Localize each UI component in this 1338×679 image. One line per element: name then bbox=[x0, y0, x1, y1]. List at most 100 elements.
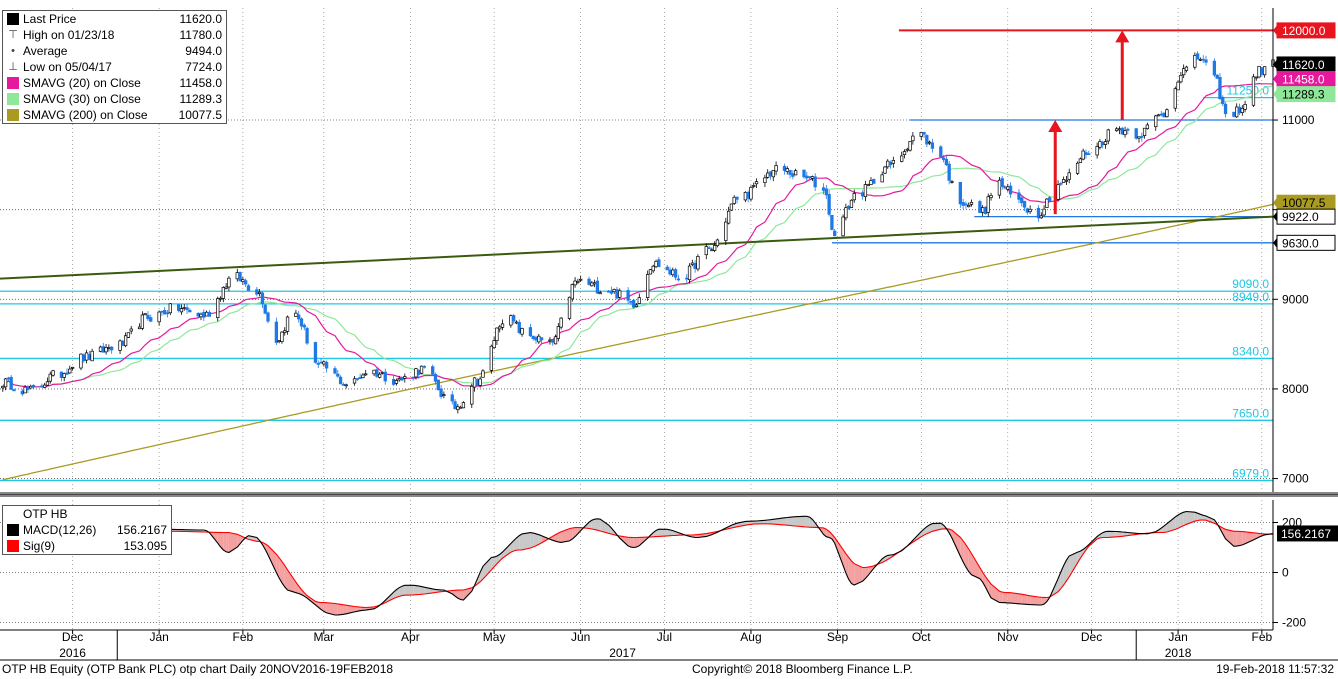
macd-fill bbox=[845, 553, 849, 580]
candle bbox=[1195, 53, 1200, 60]
macd-fill bbox=[963, 540, 966, 568]
candle bbox=[676, 278, 681, 281]
candle bbox=[1237, 106, 1242, 114]
candle bbox=[788, 170, 792, 175]
candle bbox=[489, 345, 493, 371]
candle bbox=[1106, 129, 1110, 142]
month-label: Feb bbox=[233, 630, 254, 644]
macd-fill bbox=[776, 517, 785, 525]
candle bbox=[1235, 106, 1239, 118]
candle bbox=[961, 202, 965, 206]
macd-fill bbox=[1197, 513, 1201, 521]
macd-fill bbox=[533, 533, 536, 547]
candle bbox=[160, 310, 164, 313]
candle bbox=[355, 378, 359, 380]
candle bbox=[863, 184, 868, 198]
candle bbox=[969, 202, 974, 205]
candle bbox=[79, 353, 83, 369]
macd-fill bbox=[951, 530, 961, 557]
macd-fill bbox=[457, 590, 461, 600]
macd-fill bbox=[750, 521, 754, 525]
candle bbox=[598, 292, 602, 295]
candle bbox=[202, 312, 206, 318]
macd-legend-entry: MACD(12,26) 156.2167 bbox=[3, 522, 171, 538]
candle bbox=[668, 269, 672, 275]
candle bbox=[606, 290, 611, 293]
level-label: 6979.0 bbox=[1232, 466, 1269, 480]
candle bbox=[595, 280, 600, 294]
candle bbox=[883, 166, 887, 174]
macd-fill bbox=[463, 587, 472, 600]
macd-fill bbox=[569, 527, 573, 541]
candle bbox=[807, 176, 812, 178]
candle bbox=[204, 311, 209, 317]
candle bbox=[685, 277, 689, 280]
macd-fill bbox=[1122, 531, 1126, 537]
candle bbox=[1120, 127, 1124, 135]
macd-fill bbox=[298, 585, 302, 595]
legend-swatch-icon: ⊤ bbox=[8, 29, 18, 41]
macd-fill bbox=[315, 601, 319, 608]
macd-fill bbox=[1253, 532, 1257, 540]
macd-fill bbox=[887, 555, 891, 560]
candle bbox=[227, 277, 231, 288]
signal-line bbox=[2, 519, 1274, 609]
candle bbox=[294, 312, 298, 317]
candle bbox=[1098, 141, 1102, 148]
macd-fill bbox=[1027, 595, 1031, 605]
candle bbox=[768, 171, 773, 177]
macd-fill bbox=[636, 537, 640, 548]
candle bbox=[941, 157, 946, 160]
candle bbox=[654, 261, 658, 268]
macd-fill bbox=[452, 590, 456, 597]
candle bbox=[771, 169, 775, 178]
candle bbox=[1198, 58, 1203, 61]
candle bbox=[257, 291, 262, 294]
candle bbox=[514, 321, 519, 324]
macd-fill bbox=[538, 534, 542, 545]
macd-fill bbox=[1206, 516, 1215, 524]
price-axis-label-pointer bbox=[1273, 211, 1277, 222]
macd-last-label-box bbox=[1277, 525, 1338, 542]
candle bbox=[612, 289, 616, 292]
macd-fill bbox=[399, 586, 402, 597]
macd-fill bbox=[321, 602, 324, 612]
candle bbox=[322, 361, 326, 365]
price-axis-label-text: 11458.0 bbox=[1282, 72, 1325, 86]
candle bbox=[766, 172, 770, 178]
candle bbox=[911, 135, 915, 142]
macd-fill bbox=[968, 548, 972, 575]
macd-fill bbox=[600, 519, 609, 534]
macd-fill bbox=[1021, 594, 1025, 605]
candle bbox=[950, 181, 954, 183]
macd-fill bbox=[1200, 514, 1204, 521]
macd-fill bbox=[357, 606, 361, 612]
candle bbox=[143, 313, 147, 316]
macd-fill bbox=[1063, 560, 1067, 586]
candle bbox=[1067, 172, 1071, 180]
candle bbox=[1179, 74, 1183, 83]
candle bbox=[59, 371, 64, 378]
candle bbox=[872, 179, 876, 184]
candle bbox=[458, 406, 463, 409]
candle bbox=[333, 368, 337, 374]
candle bbox=[964, 203, 968, 206]
macd-fill bbox=[1077, 551, 1081, 563]
month-label: Sep bbox=[827, 630, 849, 644]
candle bbox=[978, 201, 982, 214]
candle bbox=[673, 269, 678, 278]
candle bbox=[576, 281, 580, 283]
candle bbox=[1184, 66, 1189, 71]
candle bbox=[629, 301, 633, 303]
candle bbox=[512, 315, 516, 322]
macd-fill bbox=[929, 523, 933, 533]
candle bbox=[361, 374, 365, 379]
candle bbox=[531, 335, 535, 339]
legend-entry: ⊤ High on 01/23/18 11780.0 bbox=[3, 27, 226, 43]
candle bbox=[68, 368, 72, 374]
macd-fill bbox=[226, 532, 229, 553]
candle bbox=[70, 366, 75, 369]
candle bbox=[140, 314, 145, 329]
macd-fill bbox=[628, 537, 631, 548]
macd-fill bbox=[1066, 556, 1070, 582]
